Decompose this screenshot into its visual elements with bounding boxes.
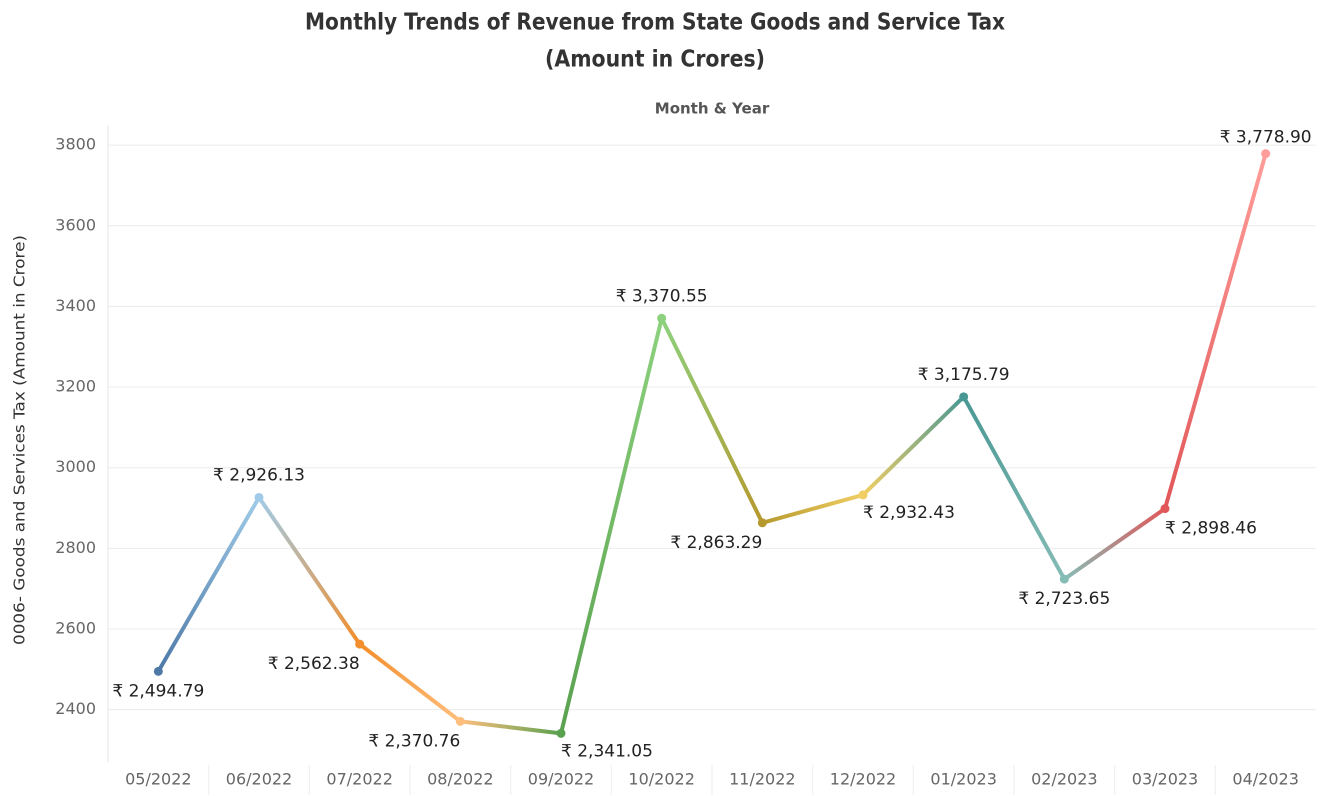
line-segment (559, 316, 664, 736)
x-tick-label: 02/2023 (1031, 770, 1097, 789)
data-label: ₹ 2,898.46 (1165, 519, 1257, 539)
data-point (1160, 504, 1170, 514)
data-point (657, 313, 667, 323)
line-segment (659, 316, 765, 525)
line-segment (257, 495, 362, 647)
y-tick-label: 3800 (55, 135, 96, 154)
data-label: ₹ 3,778.90 (1220, 128, 1312, 148)
data-label: ₹ 3,370.55 (616, 286, 708, 306)
line-segment (156, 495, 261, 674)
line-segment (357, 642, 463, 724)
x-tick-label: 03/2023 (1132, 770, 1198, 789)
y-tick-label: 3000 (55, 457, 96, 476)
chart-title: Monthly Trends of Revenue from State Goo… (305, 10, 1006, 36)
data-label: ₹ 2,932.43 (863, 503, 955, 523)
y-tick-label: 3400 (55, 296, 96, 315)
x-tick-label: 11/2022 (729, 770, 795, 789)
x-tick-label: 04/2023 (1232, 770, 1298, 789)
data-label: ₹ 2,341.05 (561, 741, 653, 761)
data-point (1059, 574, 1069, 584)
y-tick-label: 3600 (55, 215, 96, 234)
x-axis-label: Month & Year (655, 100, 770, 118)
x-tick-label: 12/2022 (830, 770, 896, 789)
line-segment (961, 394, 1067, 582)
y-tick-label: 2600 (55, 618, 96, 637)
y-tick-label: 3200 (55, 377, 96, 396)
x-tick-label: 08/2022 (427, 770, 493, 789)
data-point (858, 490, 868, 500)
line-segment (861, 394, 966, 497)
x-tick-label: 10/2022 (628, 770, 694, 789)
y-tick-label: 2800 (55, 538, 96, 557)
line-segment (458, 719, 563, 736)
data-label: ₹ 2,723.65 (1018, 589, 1110, 609)
line-segment (1062, 506, 1167, 582)
y-axis-label: 0006- Goods and Services Tax (Amount in … (11, 235, 29, 645)
data-label: ₹ 3,175.79 (918, 365, 1010, 385)
x-tick-label: 07/2022 (326, 770, 392, 789)
chart-subtitle: (Amount in Crores) (545, 47, 765, 73)
data-point (757, 518, 767, 528)
y-tick-label: 2400 (55, 699, 96, 718)
data-label: ₹ 2,494.79 (112, 681, 204, 701)
data-label: ₹ 2,562.38 (268, 654, 360, 674)
x-tick-label: 06/2022 (226, 770, 292, 789)
data-point (959, 392, 969, 402)
data-point (153, 666, 163, 676)
line-segment (1163, 151, 1268, 511)
data-label: ₹ 2,926.13 (213, 465, 305, 485)
line-segment (760, 492, 865, 525)
x-tick-label: 05/2022 (125, 770, 191, 789)
data-point (254, 492, 264, 502)
data-point (556, 728, 566, 738)
x-tick-label: 09/2022 (528, 770, 594, 789)
x-tick-label: 01/2023 (930, 770, 996, 789)
data-label: ₹ 2,863.29 (670, 533, 762, 553)
data-point (455, 716, 465, 726)
data-label: ₹ 2,370.76 (368, 731, 460, 751)
data-point (355, 639, 365, 649)
data-point (1261, 149, 1271, 159)
